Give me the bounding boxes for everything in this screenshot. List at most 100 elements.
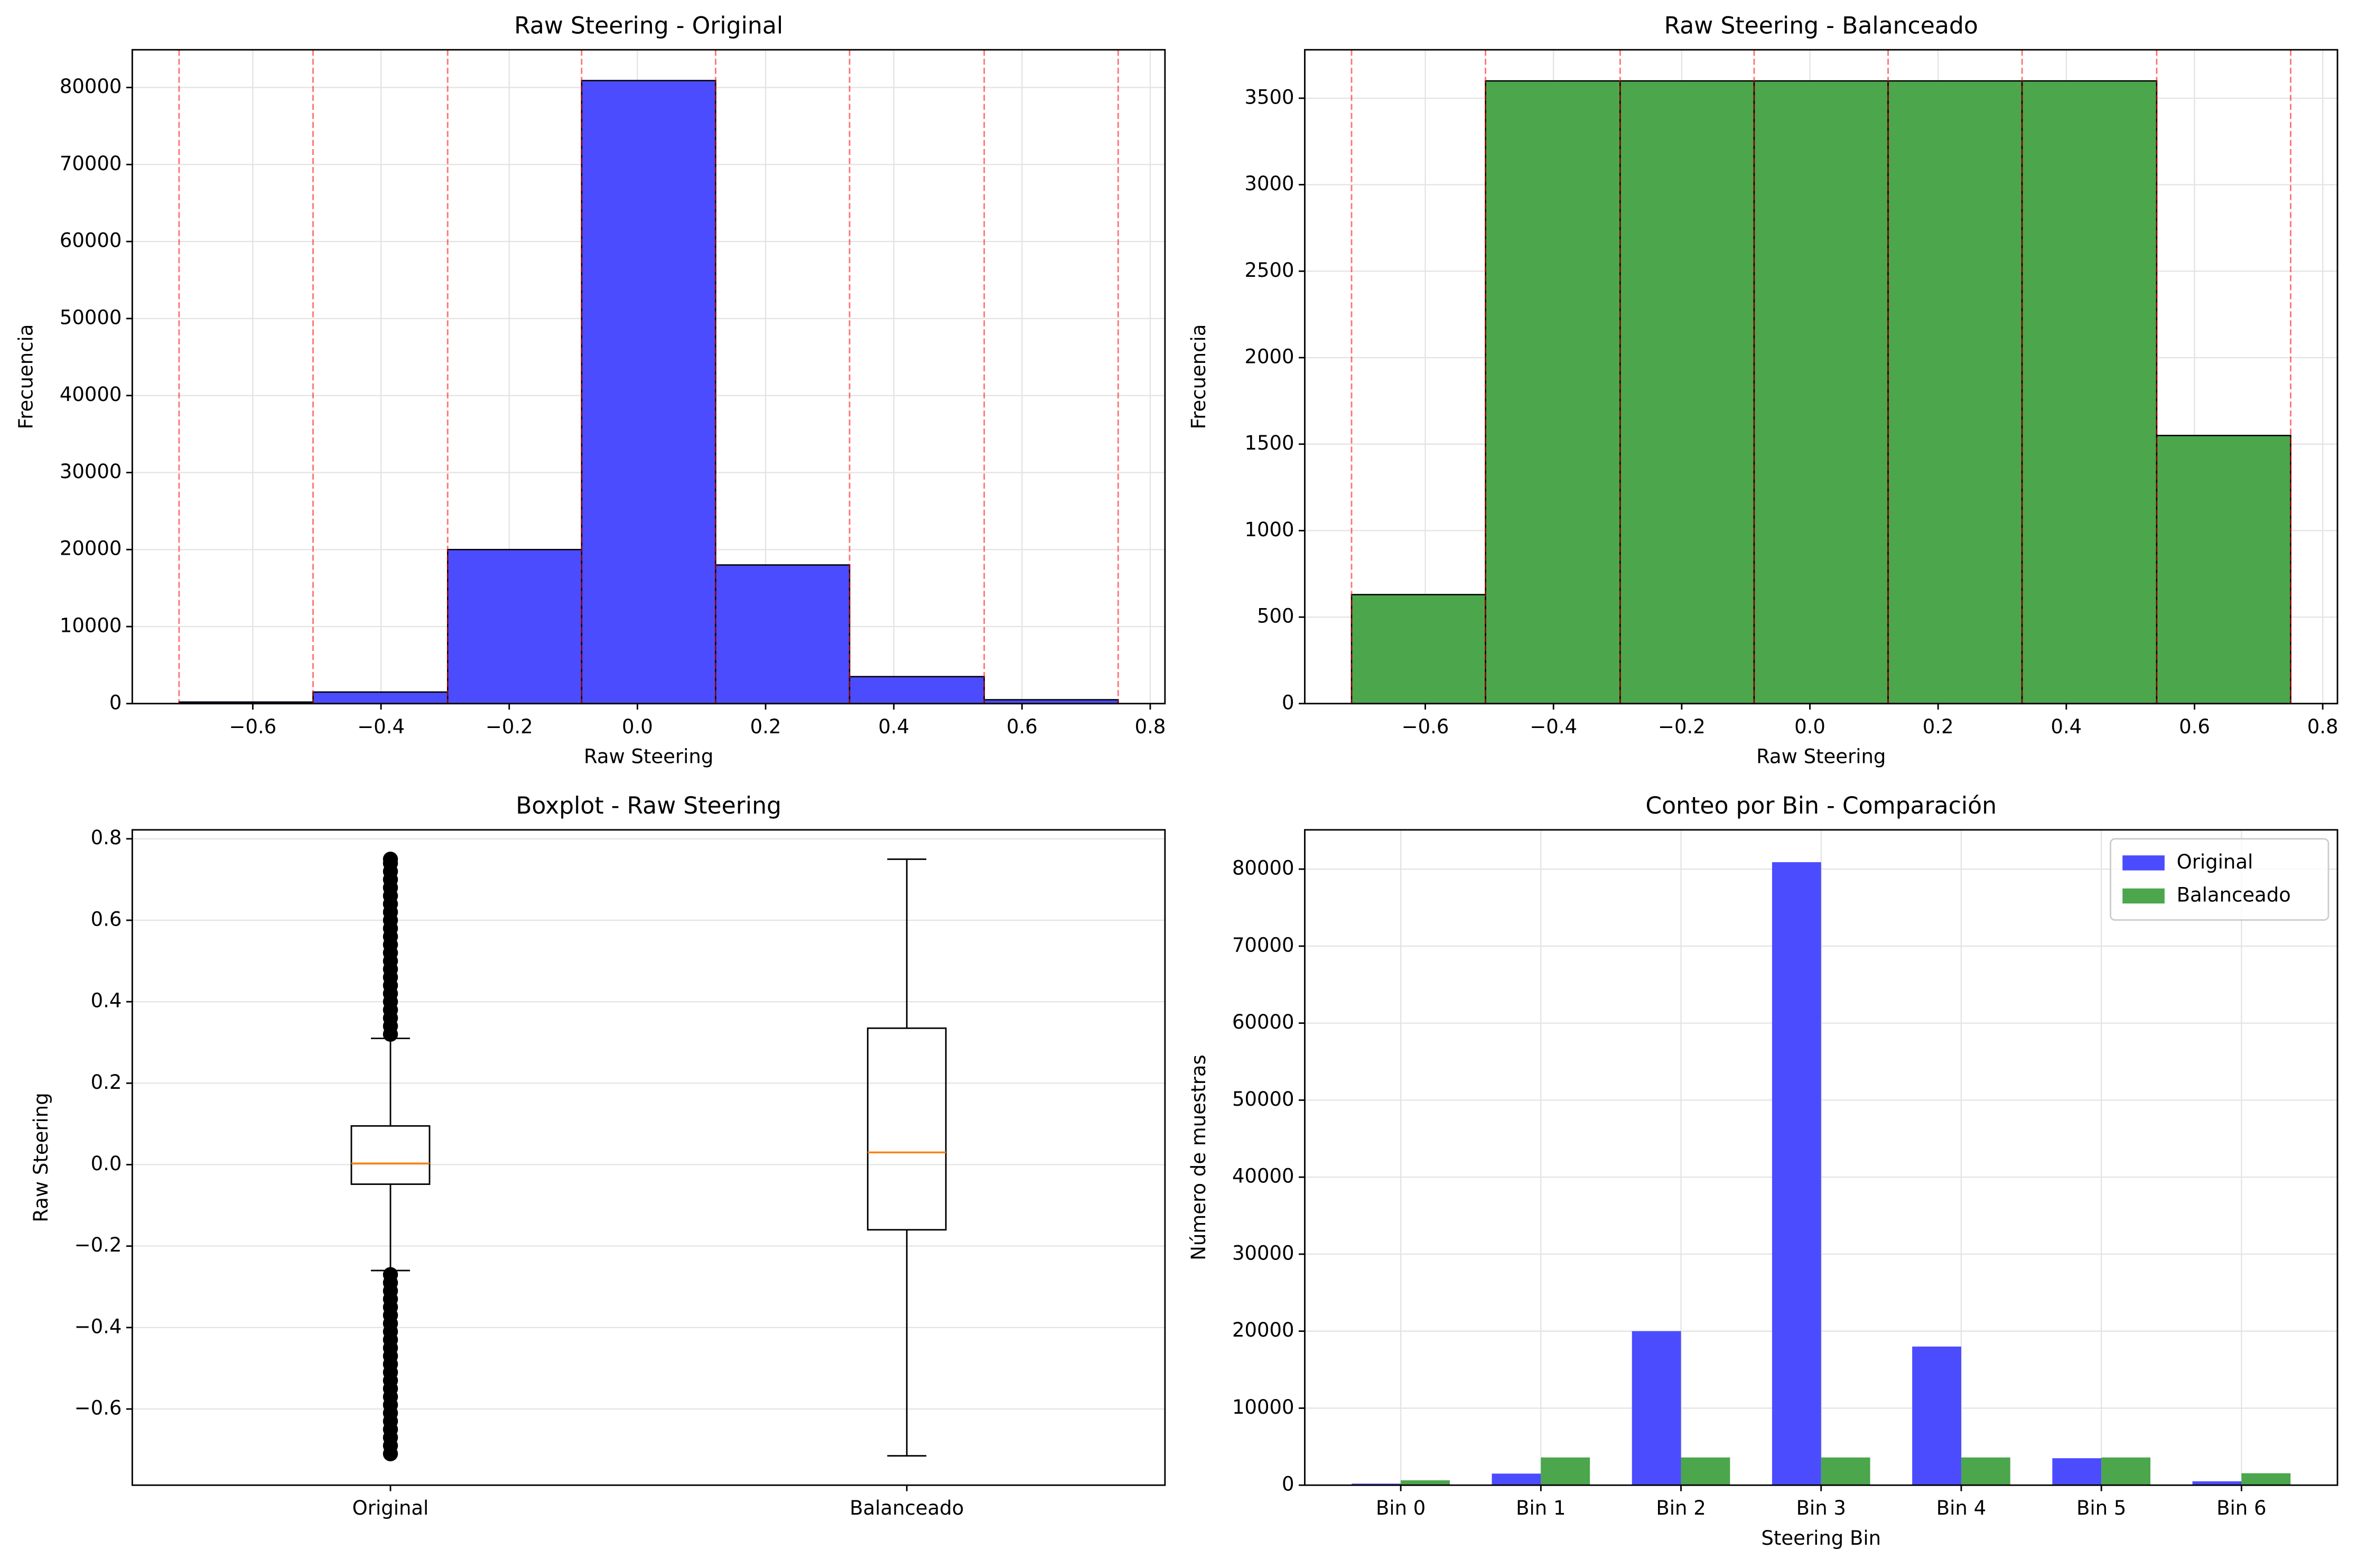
x-tick-label: 0.2 [750,715,781,738]
x-tick-label: Balanceado [850,1497,964,1519]
y-tick-label: 0 [1282,691,1294,714]
y-tick-label: 60000 [60,229,122,252]
x-tick-label: Bin 2 [1656,1497,1706,1519]
x-tick-label: 0.2 [1923,715,1954,738]
bar [715,564,851,705]
y-tick-label: 1500 [1244,432,1294,454]
x-tick-label: 0.6 [2179,715,2210,738]
y-tick-label: 10000 [1232,1396,1294,1418]
legend-swatch [2122,888,2165,904]
bar [1772,862,1821,1486]
y-tick-label: 80000 [60,75,122,98]
x-tick-label: −0.2 [486,715,533,738]
bar [2241,1473,2291,1486]
bar [1619,80,1755,705]
plot-frame [1304,49,2339,705]
y-tick-label: 20000 [1232,1319,1294,1341]
box [350,1125,431,1185]
x-tick-label: 0.4 [878,715,909,738]
bar [1632,1331,1681,1486]
x-tick-label: 0.0 [622,715,653,738]
x-axis-label: Steering Bin [1761,1527,1881,1550]
x-tick-label: Original [352,1497,429,1519]
bar [1350,594,1486,705]
bar [1681,1457,1730,1486]
y-tick-label: 0 [1282,1473,1294,1496]
chart-title: Boxplot - Raw Steering [516,792,781,819]
bar [2101,1457,2150,1486]
y-tick-label: 0.0 [91,1152,122,1175]
y-axis-label: Frecuencia [1187,324,1210,430]
x-tick-label: 0.4 [2051,715,2082,738]
y-tick-label: 500 [1257,605,1294,628]
bar [2021,80,2158,705]
legend-box [2109,838,2330,921]
y-tick-label: 2500 [1244,259,1294,282]
bar [1753,80,1889,705]
chart-title: Raw Steering - Balanceado [1664,13,1978,40]
y-tick-label: 50000 [1232,1088,1294,1110]
y-axis-label: Raw Steering [30,1093,52,1222]
x-tick-label: Bin 3 [1796,1497,1846,1519]
x-tick-label: −0.2 [1658,715,1706,738]
y-tick-label: 3000 [1244,172,1294,195]
x-tick-label: Bin 4 [1936,1497,1986,1519]
bar [2192,1481,2242,1486]
x-tick-label: Bin 0 [1376,1497,1426,1519]
bar [1401,1480,1450,1486]
legend-swatch [2122,855,2165,871]
bar [446,548,583,705]
y-tick-label: 0.6 [91,908,122,930]
bar [1887,80,2023,705]
plot-frame [131,829,1166,1486]
y-tick-label: 20000 [60,537,122,560]
legend-label: Balanceado [2177,883,2291,906]
y-tick-label: 40000 [1232,1165,1294,1188]
y-tick-label: 1000 [1244,518,1294,541]
y-tick-label: 2000 [1244,345,1294,368]
x-tick-label: −0.6 [229,715,277,738]
bar [2156,435,2291,705]
x-tick-label: Bin 1 [1516,1497,1566,1519]
y-tick-label: 0.8 [91,826,122,849]
y-tick-label: 60000 [1232,1011,1294,1033]
x-tick-label: 0.8 [2307,715,2339,738]
flier [383,852,398,867]
x-tick-label: −0.4 [357,715,405,738]
x-tick-label: 0.0 [1794,715,1825,738]
y-tick-label: −0.6 [74,1397,122,1420]
y-axis-label: Número de muestras [1187,1054,1210,1261]
bar [1821,1457,1870,1486]
legend-label: Original [2177,851,2253,873]
bar [1912,1346,1961,1486]
y-tick-label: 80000 [1232,857,1294,880]
bar [581,80,716,705]
bar [1492,1473,1541,1486]
y-tick-label: 40000 [60,383,122,406]
x-tick-label: Bin 6 [2216,1497,2266,1519]
bar [1961,1457,2010,1486]
x-tick-label: Bin 5 [2076,1497,2126,1519]
chart-title: Conteo por Bin - Comparación [1645,792,1997,819]
y-tick-label: −0.2 [74,1234,122,1256]
x-axis-label: Raw Steering [1756,745,1886,768]
y-tick-label: 0.2 [91,1071,122,1094]
y-tick-label: 0 [109,691,122,714]
x-tick-label: −0.6 [1402,715,1449,738]
bar [1541,1457,1590,1486]
flier [383,1446,398,1462]
x-axis-label: Raw Steering [584,745,713,768]
bar [2052,1458,2102,1486]
bar [1485,80,1621,705]
y-tick-label: 3500 [1244,86,1294,108]
box [867,1027,947,1231]
plot-frame [131,49,1166,705]
y-tick-label: 30000 [60,460,122,483]
x-tick-label: −0.4 [1530,715,1577,738]
y-tick-label: 50000 [60,306,122,329]
bar [312,691,449,705]
y-tick-label: 0.4 [91,990,122,1012]
x-tick-label: 0.8 [1135,715,1166,738]
bar [849,676,985,705]
